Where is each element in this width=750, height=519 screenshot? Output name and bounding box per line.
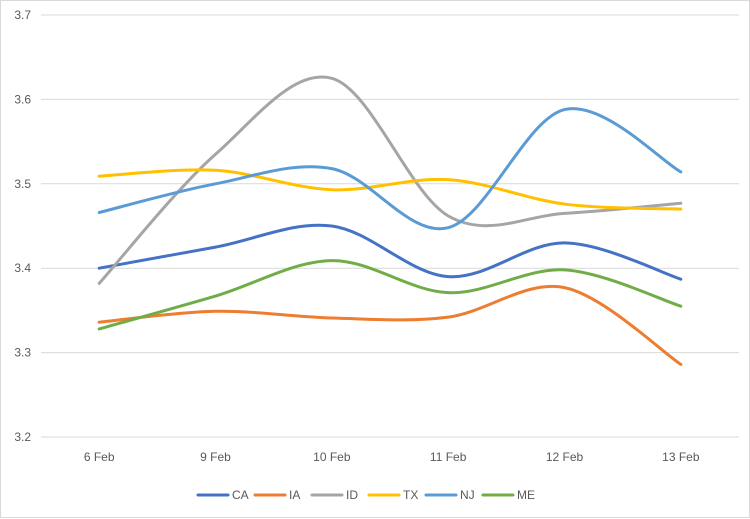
legend-item-id: ID: [310, 488, 358, 502]
legend-item-me: ME: [481, 488, 535, 502]
y-tick-label: 3.6: [14, 92, 31, 106]
x-tick-label: 6 Feb: [84, 450, 115, 464]
y-axis-ticks: 3.2 3.3 3.4 3.5 3.6 3.7: [14, 8, 31, 444]
legend-item-tx: TX: [367, 488, 418, 502]
series-line-tx: [97, 168, 683, 211]
y-tick-label: 3.3: [14, 346, 31, 360]
legend-label: TX: [403, 488, 418, 502]
series-line-nj: [97, 107, 683, 231]
series-line-ia: [97, 284, 683, 366]
x-tick-label: 13 Feb: [662, 450, 700, 464]
x-tick-label: 10 Feb: [313, 450, 351, 464]
series-line-ca: [97, 223, 683, 281]
x-axis-ticks: 6 Feb 9 Feb 10 Feb 11 Feb 12 Feb 13 Feb: [84, 450, 700, 464]
legend-item-ia: IA: [253, 488, 300, 502]
series-line-id: [97, 75, 683, 285]
legend-label: ME: [517, 488, 535, 502]
legend-label: IA: [289, 488, 300, 502]
y-tick-label: 3.2: [14, 430, 31, 444]
legend-label: CA: [232, 488, 249, 502]
y-tick-label: 3.4: [14, 261, 31, 275]
x-tick-label: 12 Feb: [546, 450, 584, 464]
gridlines: [41, 14, 739, 438]
legend: CA IA ID TX NJ ME: [196, 488, 535, 502]
legend-label: ID: [346, 488, 358, 502]
y-tick-label: 3.7: [14, 8, 31, 22]
x-tick-label: 11 Feb: [430, 450, 467, 464]
legend-label: NJ: [460, 488, 475, 502]
x-tick-label: 9 Feb: [200, 450, 231, 464]
series-line-me: [97, 259, 683, 331]
series-lines: [97, 75, 683, 366]
legend-item-nj: NJ: [424, 488, 475, 502]
y-tick-label: 3.5: [14, 177, 31, 191]
legend-item-ca: CA: [196, 488, 249, 502]
